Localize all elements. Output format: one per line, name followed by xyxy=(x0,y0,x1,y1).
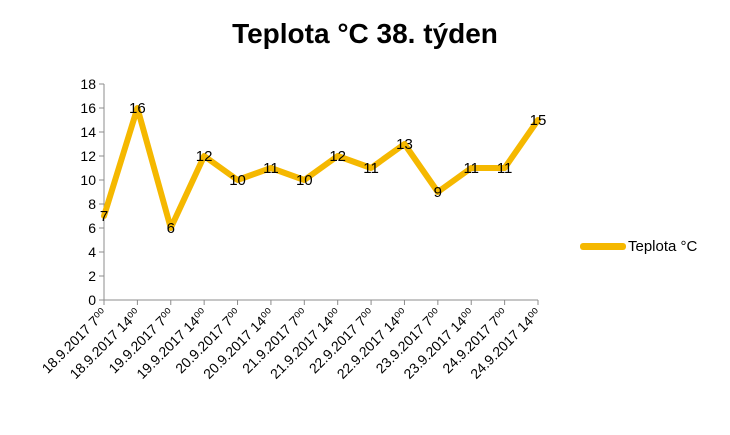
data-label: 9 xyxy=(434,184,442,201)
data-label: 11 xyxy=(263,160,279,177)
y-tick-label: 8 xyxy=(88,196,96,212)
y-tick-label: 14 xyxy=(80,124,96,140)
data-label: 6 xyxy=(167,220,175,237)
y-tick-label: 0 xyxy=(88,292,96,308)
data-label: 11 xyxy=(497,160,513,177)
y-tick-label: 4 xyxy=(88,244,96,260)
y-axis-ticks: 0 2 4 6 8 10 12 14 16 18 xyxy=(80,76,104,308)
legend-label: Teplota °C xyxy=(628,238,698,255)
legend: Teplota °C xyxy=(580,238,697,255)
data-label: 11 xyxy=(463,160,479,177)
y-tick-label: 6 xyxy=(88,220,96,236)
data-labels: 7 16 6 12 10 11 10 12 11 13 9 11 11 15 xyxy=(100,100,547,237)
data-label: 15 xyxy=(530,112,547,129)
data-label: 11 xyxy=(363,160,379,177)
chart-title: Teplota °C 38. týden xyxy=(232,18,498,49)
data-label: 16 xyxy=(129,100,146,117)
legend-swatch xyxy=(580,243,626,250)
series-line-group xyxy=(101,105,541,231)
axes xyxy=(103,84,538,301)
y-tick-label: 16 xyxy=(80,100,96,116)
data-label: 10 xyxy=(296,172,313,189)
data-label: 13 xyxy=(396,136,413,153)
data-label: 10 xyxy=(229,172,246,189)
y-tick-label: 10 xyxy=(80,172,96,188)
series-line xyxy=(101,105,541,231)
data-label: 12 xyxy=(196,148,213,165)
y-tick-label: 12 xyxy=(80,148,96,164)
data-label: 12 xyxy=(329,148,346,165)
data-label: 7 xyxy=(100,208,108,225)
y-tick-label: 18 xyxy=(80,76,96,92)
y-tick-label: 2 xyxy=(88,268,96,284)
